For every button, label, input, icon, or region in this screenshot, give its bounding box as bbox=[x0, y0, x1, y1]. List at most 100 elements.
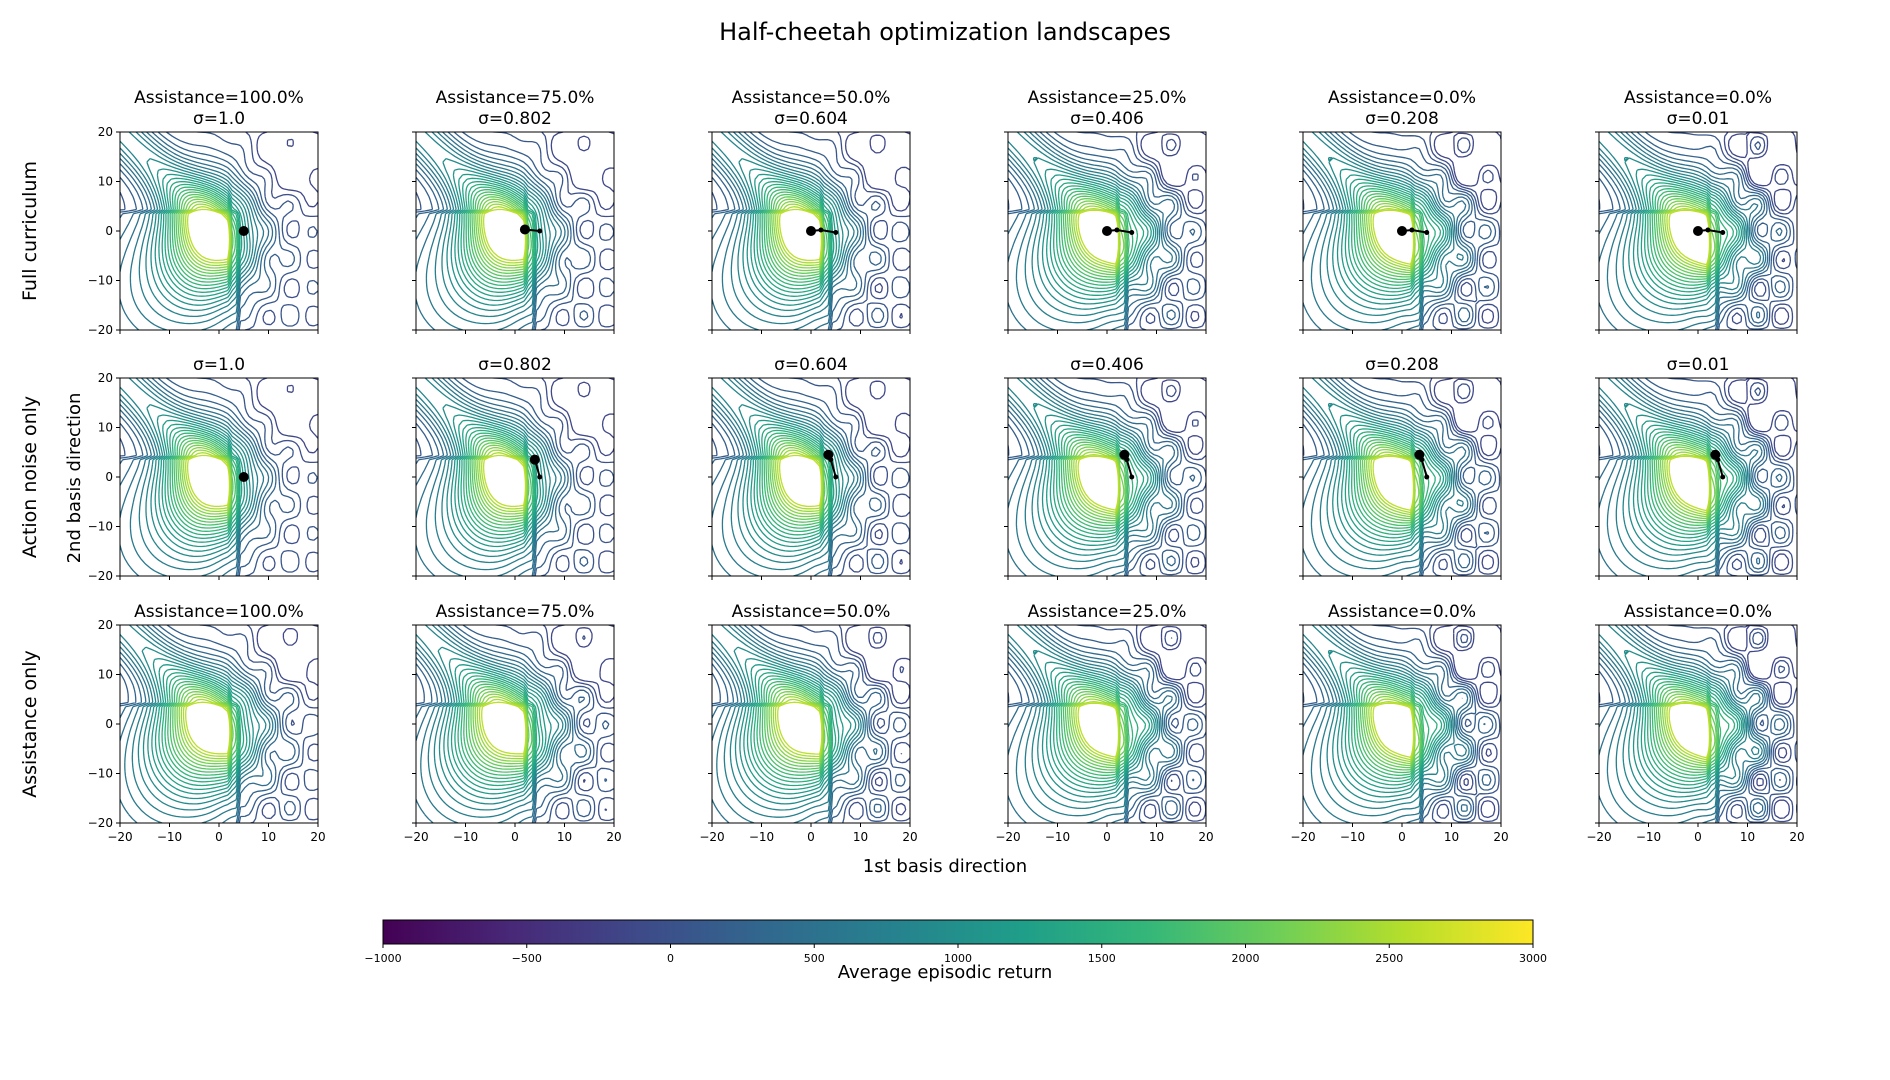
contour-level-0 bbox=[1727, 378, 1797, 571]
contour-level-16 bbox=[761, 186, 831, 287]
contour-level-25 bbox=[186, 454, 231, 508]
contour-level-19 bbox=[1655, 195, 1719, 278]
trajectory-point bbox=[833, 229, 839, 235]
row-label-group: Full curriculum Action noise only Assistan… bbox=[19, 161, 41, 798]
contour-lines bbox=[712, 378, 910, 576]
contour-level-0 bbox=[256, 132, 318, 208]
contour-level-11 bbox=[450, 414, 544, 552]
panel-r1-c0: −20 −10 0 10 20 σ=1.0 bbox=[88, 355, 319, 583]
contour-level-20 bbox=[1361, 444, 1421, 522]
contour-level-8 bbox=[1008, 625, 1161, 817]
contour-level-6 bbox=[120, 132, 270, 330]
panel-title-line: σ=0.01 bbox=[1667, 109, 1730, 129]
contour-level-11 bbox=[1632, 661, 1744, 798]
contour-level-9 bbox=[120, 378, 254, 564]
contour-level-3 bbox=[1008, 132, 1202, 330]
panel-title-line: σ=0.604 bbox=[774, 355, 848, 375]
contour-level-11 bbox=[154, 414, 248, 552]
contour-level-6 bbox=[1599, 625, 1767, 823]
contour-level-20 bbox=[1657, 691, 1717, 769]
contour-level-15 bbox=[1351, 431, 1436, 536]
contour-level-6 bbox=[712, 132, 862, 330]
contour-level-11 bbox=[1041, 414, 1155, 551]
contour-level-13 bbox=[457, 423, 539, 543]
contour-level-10 bbox=[442, 157, 547, 312]
contour-level-7 bbox=[1599, 132, 1765, 330]
contour-level-13 bbox=[1344, 424, 1445, 543]
contour-level-10 bbox=[1032, 649, 1157, 803]
x-tick-label: 10 bbox=[1444, 830, 1459, 844]
contour-level-2 bbox=[791, 625, 910, 823]
contour-level-6 bbox=[1008, 132, 1178, 330]
contour-level-6 bbox=[712, 378, 862, 576]
panel-r0-c2: Assistance=50.0%σ=0.604 bbox=[708, 88, 911, 334]
panel-title-line: σ=0.208 bbox=[1365, 109, 1439, 129]
contour-level-17 bbox=[1651, 683, 1722, 776]
trajectory bbox=[529, 454, 543, 480]
contour-level-4 bbox=[1303, 378, 1492, 576]
contour-level-18 bbox=[761, 683, 830, 773]
contour-level-14 bbox=[1644, 182, 1738, 293]
contour-level-11 bbox=[450, 168, 544, 306]
contour-level-4 bbox=[416, 378, 572, 576]
contour-level-8 bbox=[1599, 625, 1763, 817]
panel-r0-c1: Assistance=75.0%σ=0.802 bbox=[412, 88, 615, 334]
panel-r1-c2: σ=0.604 bbox=[708, 355, 911, 580]
contour-level-19 bbox=[1064, 688, 1128, 771]
contour-level-10 bbox=[738, 157, 844, 312]
contour-level-7 bbox=[1008, 625, 1176, 823]
contour-level-13 bbox=[450, 668, 544, 791]
contour-level-8 bbox=[712, 625, 862, 818]
contour-level-2 bbox=[416, 132, 614, 330]
axes-frame bbox=[1007, 377, 1207, 577]
contour-level-17 bbox=[1355, 190, 1425, 283]
contour-level-6 bbox=[416, 625, 572, 823]
contour-level-5 bbox=[1599, 132, 1783, 330]
contour-level-8 bbox=[120, 132, 259, 325]
contour-level-10 bbox=[1327, 156, 1451, 310]
contour-level-14 bbox=[1053, 428, 1145, 539]
contour-level-5 bbox=[1599, 625, 1786, 823]
x-tick-label: 20 bbox=[310, 830, 325, 844]
colorbar-tick-label: 2500 bbox=[1375, 952, 1403, 965]
contour-level-6 bbox=[712, 625, 878, 823]
contour-level-3 bbox=[120, 378, 295, 576]
contour-level-18 bbox=[1357, 439, 1424, 527]
contour-level-19 bbox=[471, 193, 530, 277]
contour-level-11 bbox=[1041, 168, 1155, 305]
contour-level-11 bbox=[147, 657, 254, 800]
contour-level-7 bbox=[1599, 625, 1765, 823]
x-tick-label: −10 bbox=[453, 830, 478, 844]
contour-level-14 bbox=[756, 180, 833, 294]
contour-level-6 bbox=[1599, 132, 1767, 330]
contour-level-3 bbox=[712, 378, 887, 576]
panel-title-line: σ=0.01 bbox=[1667, 355, 1730, 375]
contour-level-3 bbox=[416, 625, 610, 823]
contour-level-5 bbox=[1303, 132, 1474, 330]
colorbar-tick-label: 1000 bbox=[944, 952, 972, 965]
x-axis-label: 1st basis direction bbox=[863, 856, 1027, 877]
contour-level-10 bbox=[146, 403, 251, 558]
contour-lines bbox=[120, 132, 318, 330]
contour-level-14 bbox=[1348, 182, 1442, 293]
contour-level-18 bbox=[1653, 439, 1720, 526]
contour-level-8 bbox=[416, 378, 557, 571]
contour-level-5 bbox=[1008, 625, 1181, 823]
contour-level-12 bbox=[1046, 174, 1152, 300]
contour-level-14 bbox=[1053, 675, 1147, 786]
contour-level-6 bbox=[1303, 378, 1472, 576]
contour-level-13 bbox=[1049, 671, 1151, 790]
contour-level-9 bbox=[1599, 378, 1748, 562]
contour-level-3 bbox=[712, 132, 887, 330]
contour-level-8 bbox=[416, 625, 567, 818]
contour-level-25 bbox=[1668, 455, 1711, 512]
panel-title-line: Assistance=50.0% bbox=[732, 88, 891, 108]
contour-level-14 bbox=[1644, 675, 1739, 786]
colorbar-tick-label: 1500 bbox=[1088, 952, 1116, 965]
trajectory-point bbox=[1114, 227, 1120, 233]
contour-level-12 bbox=[1341, 174, 1447, 301]
x-tick-label: 20 bbox=[902, 830, 917, 844]
contour-level-19 bbox=[767, 193, 826, 277]
contour-level-5 bbox=[712, 378, 864, 576]
